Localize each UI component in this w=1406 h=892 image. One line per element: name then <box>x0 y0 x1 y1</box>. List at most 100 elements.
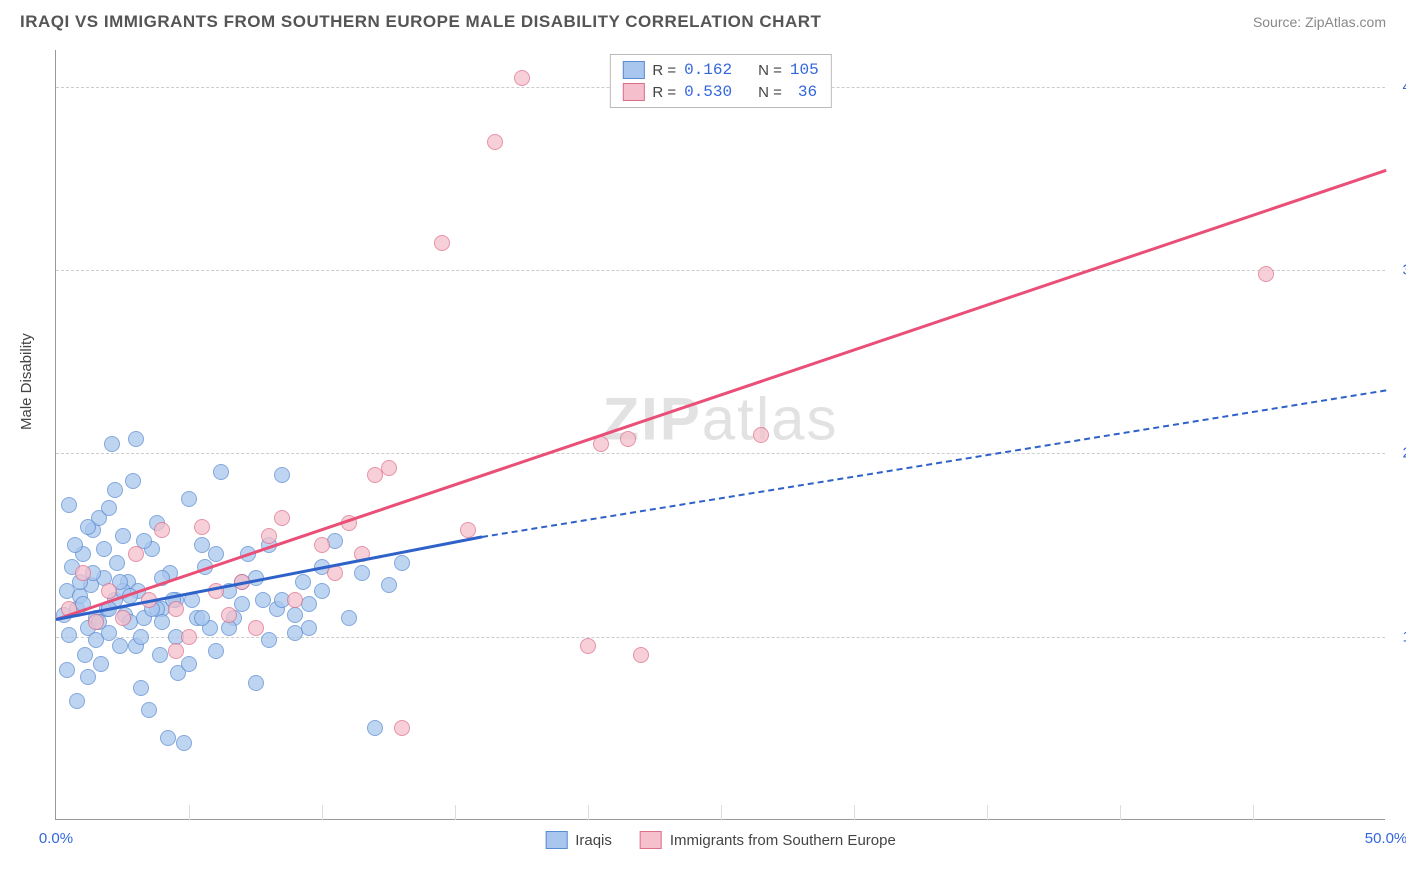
data-point <box>101 583 117 599</box>
data-point <box>274 467 290 483</box>
legend-r-value-iraqis: 0.162 <box>684 61 732 79</box>
data-point <box>181 629 197 645</box>
data-point <box>168 601 184 617</box>
data-point <box>112 638 128 654</box>
data-point <box>208 643 224 659</box>
data-point <box>154 522 170 538</box>
data-point <box>152 647 168 663</box>
data-point <box>287 607 303 623</box>
y-tick-label: 10.0% <box>1390 628 1406 645</box>
data-point <box>88 614 104 630</box>
data-point <box>194 519 210 535</box>
y-tick-label: 20.0% <box>1390 445 1406 462</box>
y-tick-label: 30.0% <box>1390 262 1406 279</box>
chart-plot-area: ZIPatlas R = 0.162 N = 105 R = 0.530 N =… <box>55 50 1385 820</box>
data-point <box>514 70 530 86</box>
data-point <box>107 482 123 498</box>
data-point <box>381 577 397 593</box>
legend-label-se: Immigrants from Southern Europe <box>670 832 896 849</box>
x-tick-label: 0.0% <box>39 830 73 847</box>
data-point <box>633 647 649 663</box>
data-point <box>301 620 317 636</box>
data-point <box>154 614 170 630</box>
data-point <box>248 675 264 691</box>
legend-n-label: N = <box>758 62 782 79</box>
data-point <box>128 431 144 447</box>
legend-item-se: Immigrants from Southern Europe <box>640 831 896 849</box>
correlation-legend: R = 0.162 N = 105 R = 0.530 N = 36 <box>609 54 831 108</box>
data-point <box>248 620 264 636</box>
data-point <box>261 632 277 648</box>
data-point <box>354 565 370 581</box>
data-point <box>580 638 596 654</box>
trend-line <box>481 389 1386 538</box>
legend-swatch-iraqis <box>622 61 644 79</box>
data-point <box>234 596 250 612</box>
data-point <box>194 610 210 626</box>
legend-swatch-icon <box>640 831 662 849</box>
x-tick-mark <box>189 805 190 820</box>
x-tick-mark <box>721 805 722 820</box>
legend-row-se: R = 0.530 N = 36 <box>622 81 818 103</box>
source-label: Source: ZipAtlas.com <box>1253 14 1386 30</box>
y-axis-label: Male Disability <box>18 333 35 430</box>
data-point <box>434 235 450 251</box>
legend-r-value-se: 0.530 <box>684 83 732 101</box>
x-tick-mark <box>1253 805 1254 820</box>
data-point <box>261 528 277 544</box>
data-point <box>109 555 125 571</box>
data-point <box>125 473 141 489</box>
legend-item-iraqis: Iraqis <box>545 831 612 849</box>
legend-n-value-iraqis: 105 <box>790 61 819 79</box>
data-point <box>61 497 77 513</box>
x-tick-mark <box>588 805 589 820</box>
data-point <box>314 537 330 553</box>
data-point <box>181 491 197 507</box>
data-point <box>128 546 144 562</box>
chart-title: IRAQI VS IMMIGRANTS FROM SOUTHERN EUROPE… <box>20 12 821 32</box>
legend-swatch-se <box>622 83 644 101</box>
data-point <box>181 656 197 672</box>
data-point <box>80 669 96 685</box>
data-point <box>176 735 192 751</box>
data-point <box>67 537 83 553</box>
legend-r-label: R = <box>652 84 676 101</box>
data-point <box>69 693 85 709</box>
legend-r-label: R = <box>652 62 676 79</box>
data-point <box>75 565 91 581</box>
x-tick-label: 50.0% <box>1365 830 1406 847</box>
data-point <box>221 607 237 623</box>
data-point <box>213 464 229 480</box>
gridline-h <box>56 270 1385 271</box>
data-point <box>77 647 93 663</box>
legend-n-value-se: 36 <box>790 83 817 101</box>
legend-swatch-icon <box>545 831 567 849</box>
x-tick-mark <box>455 805 456 820</box>
data-point <box>487 134 503 150</box>
legend-row-iraqis: R = 0.162 N = 105 <box>622 59 818 81</box>
data-point <box>1258 266 1274 282</box>
x-tick-mark <box>1120 805 1121 820</box>
data-point <box>367 720 383 736</box>
data-point <box>101 500 117 516</box>
data-point <box>295 574 311 590</box>
x-tick-mark <box>322 805 323 820</box>
y-tick-label: 40.0% <box>1390 78 1406 95</box>
trend-line <box>56 169 1387 621</box>
data-point <box>394 555 410 571</box>
data-point <box>160 730 176 746</box>
data-point <box>61 627 77 643</box>
data-point <box>314 583 330 599</box>
data-point <box>59 662 75 678</box>
data-point <box>80 519 96 535</box>
data-point <box>341 610 357 626</box>
data-point <box>93 656 109 672</box>
data-point <box>96 541 112 557</box>
data-point <box>394 720 410 736</box>
x-tick-mark <box>987 805 988 820</box>
gridline-h <box>56 637 1385 638</box>
data-point <box>381 460 397 476</box>
data-point <box>274 510 290 526</box>
legend-n-label: N = <box>758 84 782 101</box>
data-point <box>620 431 636 447</box>
